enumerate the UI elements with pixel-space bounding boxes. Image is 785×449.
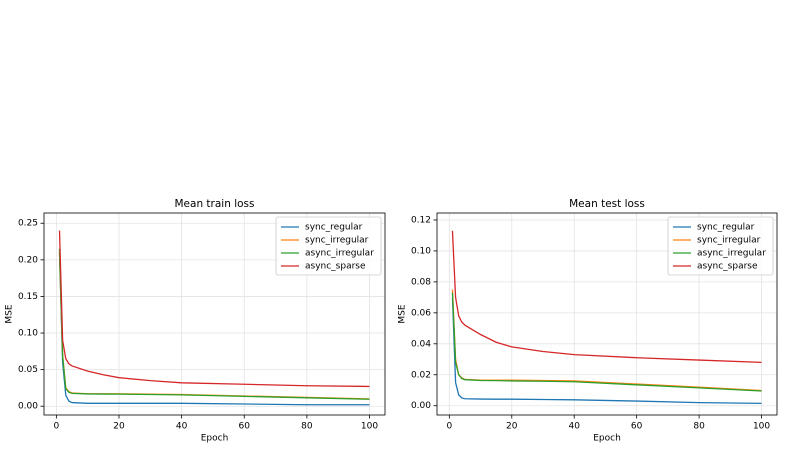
legend-label: sync_regular — [697, 223, 755, 233]
x-axis-label: Epoch — [201, 434, 229, 444]
x-tick-label: 40 — [568, 422, 580, 432]
series-line — [451, 289, 762, 392]
series-line — [58, 230, 370, 388]
y-tick-label: 0.15 — [18, 292, 38, 302]
legend-label: async_irregular — [697, 249, 766, 259]
chart-title: Mean train loss — [174, 198, 254, 210]
legend: sync_regular sync_irregular async_irregula… — [275, 216, 382, 276]
y-axis-label: MSE — [398, 304, 408, 323]
x-tick-label: 60 — [239, 422, 251, 432]
legend-label: sync_irregular — [305, 236, 369, 246]
legend-label: async_sparse — [305, 262, 366, 272]
x-tick-label: 80 — [301, 422, 313, 432]
legend-label: sync_regular — [305, 223, 363, 233]
y-tick-label: 0.02 — [411, 370, 431, 380]
x-tick-label: 80 — [693, 422, 705, 432]
legend: sync_regular sync_irregular async_irregula… — [667, 216, 774, 276]
series-line — [58, 248, 370, 400]
y-tick-label: 0.04 — [411, 339, 431, 349]
legend-box — [667, 216, 774, 276]
y-tick-label: 0.06 — [411, 308, 431, 318]
plot: 0 20 40 60 80 100 0.00 0.05 0.10 0.15 0.20 0.25 Mean… — [5, 198, 386, 444]
series-line — [451, 297, 762, 405]
plot: 0 20 40 60 80 100 0.00 0.02 0.04 0.06 0.08 0.10 0.12… — [398, 198, 778, 444]
legend-label: async_irregular — [305, 249, 374, 259]
x-tick-label: 40 — [176, 422, 188, 432]
legend-label: async_sparse — [697, 262, 758, 272]
y-tick-label: 0.10 — [18, 329, 38, 339]
y-tick-label: 0.10 — [411, 246, 431, 256]
x-tick-label: 60 — [631, 422, 643, 432]
legend-label: sync_irregular — [697, 236, 761, 246]
x-tick-label: 100 — [361, 422, 378, 432]
x-tick-label: 0 — [446, 422, 452, 432]
x-tick-label: 20 — [113, 422, 125, 432]
x-tick-label: 0 — [54, 422, 60, 432]
y-tick-label: 0.08 — [411, 277, 431, 287]
chart-title: Mean test loss — [569, 198, 645, 210]
axes-frame — [436, 212, 778, 416]
x-axis-label: Epoch — [593, 434, 621, 444]
y-tick-label: 0.25 — [18, 219, 38, 229]
legend-box — [275, 216, 382, 276]
y-axis-label: MSE — [5, 304, 15, 323]
y-tick-label: 0.20 — [18, 255, 38, 265]
y-tick-label: 0.12 — [411, 215, 431, 225]
series-line — [58, 252, 370, 406]
y-tick-label: 0.00 — [411, 401, 431, 411]
y-tick-label: 0.05 — [18, 365, 38, 375]
x-tick-label: 100 — [753, 422, 770, 432]
x-tick-label: 20 — [506, 422, 518, 432]
series-line — [451, 230, 762, 364]
axes-frame — [43, 212, 386, 416]
y-tick-label: 0.00 — [18, 402, 38, 412]
series-line — [451, 292, 762, 392]
